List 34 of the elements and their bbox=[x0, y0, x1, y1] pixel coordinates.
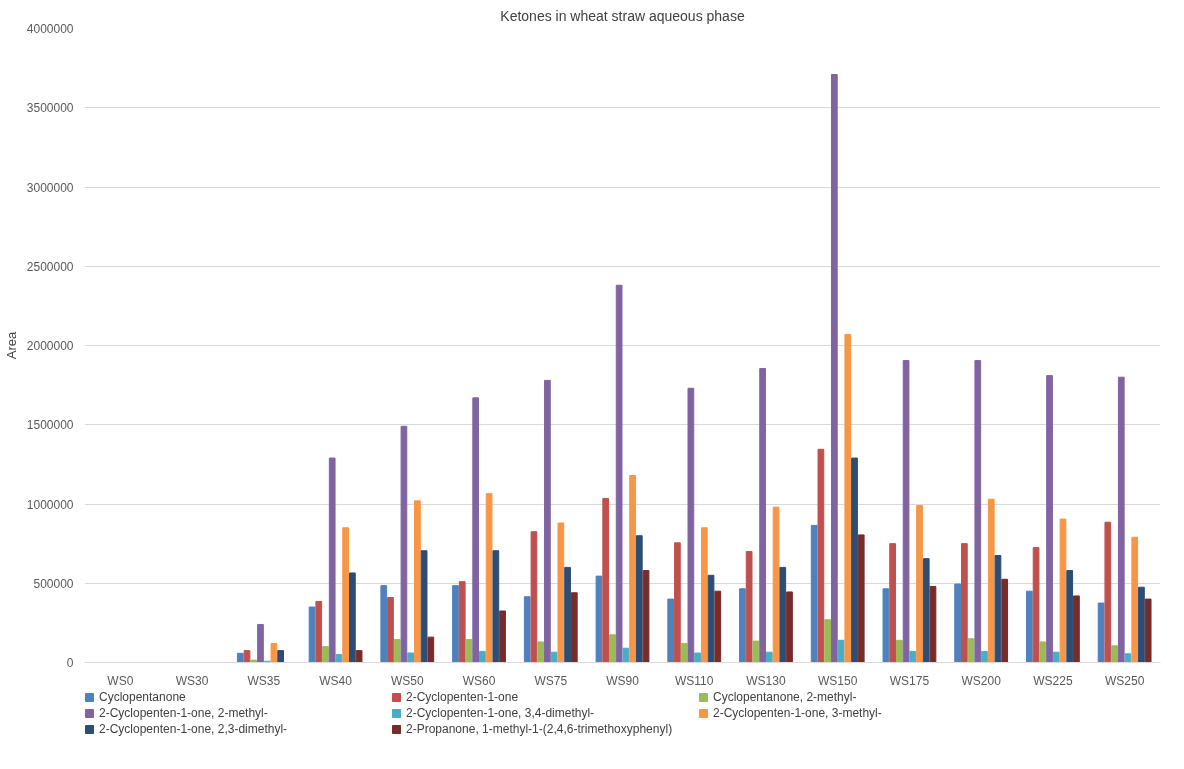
x-tick-label: WS35 bbox=[247, 673, 281, 688]
x-tick-label: WS90 bbox=[606, 673, 640, 688]
y-tick-label: 0 bbox=[66, 656, 74, 670]
y-tick-label: 3500000 bbox=[26, 101, 74, 116]
x-tick-label: WS40 bbox=[319, 673, 353, 688]
y-tick-label: 3000000 bbox=[26, 180, 74, 195]
x-tick-label: WS110 bbox=[675, 673, 714, 688]
legend-label: 2-Cyclopenten-1-one bbox=[406, 690, 520, 704]
x-tick-label: WS250 bbox=[1104, 673, 1145, 688]
x-tick-label: WS200 bbox=[961, 673, 1002, 688]
legend-label: 2-Cyclopenten-1-one, 3,4-dimethyl- bbox=[406, 706, 596, 720]
legend-label: Cyclopentanone, 2-methyl- bbox=[713, 690, 858, 704]
y-tick-label: 1000000 bbox=[26, 497, 74, 512]
legend-label: 2-Propanone, 1-methyl-1-(2,4,6-trimethoxyphenyl) bbox=[406, 722, 674, 736]
x-tick-label: WS50 bbox=[390, 673, 424, 688]
x-tick-label: WS150 bbox=[818, 673, 858, 688]
x-tick-label: WS60 bbox=[462, 673, 496, 688]
x-tick-label: WS130 bbox=[746, 673, 786, 688]
legend-label: 2-Cyclopenten-1-one, 2,3-dimethyl- bbox=[99, 722, 289, 736]
legend-label: 2-Cyclopenten-1-one, 2-methyl- bbox=[99, 706, 269, 720]
x-tick-label: WS30 bbox=[175, 673, 209, 688]
legend-label: Cyclopentanone bbox=[99, 690, 187, 704]
y-tick-label: 500000 bbox=[33, 576, 74, 591]
y-axis-title: Area bbox=[3, 331, 19, 360]
y-tick-label: 2500000 bbox=[26, 259, 74, 274]
y-tick-label: 1500000 bbox=[26, 418, 74, 433]
chart-title: Ketones in wheat straw aqueous phase bbox=[500, 7, 745, 24]
x-tick-label: WS75 bbox=[534, 673, 568, 688]
x-tick-label: WS225 bbox=[1033, 673, 1073, 688]
legend-label: 2-Cyclopenten-1-one, 3-methyl- bbox=[713, 706, 883, 720]
y-tick-label: 4000000 bbox=[26, 22, 74, 36]
y-tick-label: 2000000 bbox=[26, 339, 74, 353]
x-tick-label: WS175 bbox=[889, 673, 930, 688]
x-tick-label: WS0 bbox=[107, 673, 134, 688]
